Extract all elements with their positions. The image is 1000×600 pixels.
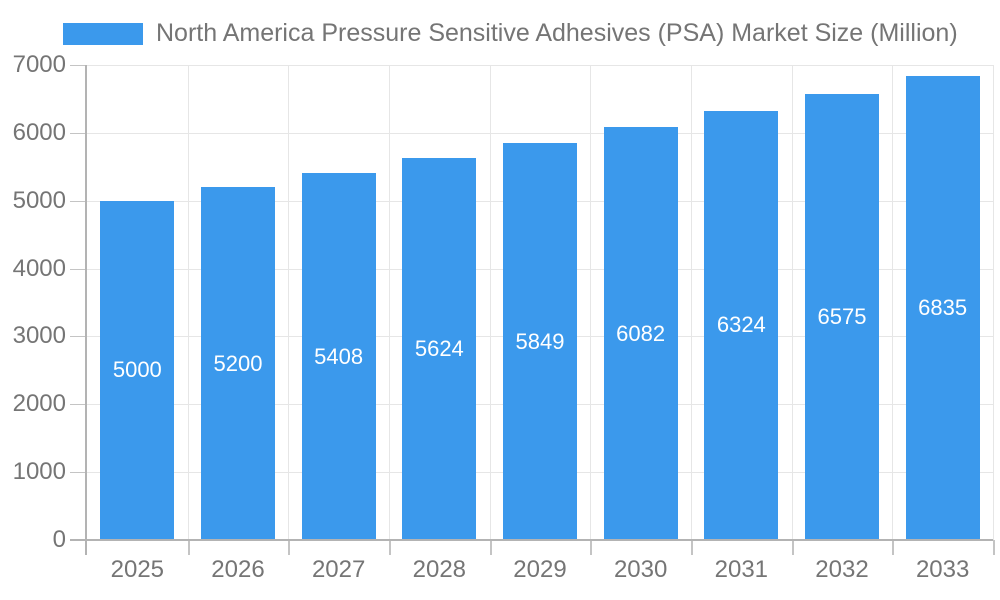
v-gridline: [791, 65, 793, 540]
y-tick-label: 7000: [12, 51, 66, 78]
legend-swatch: [63, 22, 143, 45]
y-tick-label: 3000: [12, 322, 66, 350]
x-tick-label: 2026: [211, 556, 265, 583]
v-gridline: [389, 65, 390, 540]
bar: [805, 93, 879, 540]
bar: [704, 110, 779, 540]
bar-value-label: 6835: [918, 295, 968, 321]
v-gridline: [187, 65, 189, 540]
bar: [201, 187, 275, 540]
bar: [503, 143, 577, 540]
y-tick: [70, 404, 85, 406]
x-tick: [993, 540, 995, 555]
chart-title: North America Pressure Sensitive Adhesiv…: [156, 19, 958, 47]
bar: [301, 173, 376, 540]
v-gridline: [590, 65, 592, 540]
bar-value-label: 5849: [515, 328, 565, 354]
x-tick: [489, 540, 492, 555]
bar-value-label: 6575: [817, 303, 867, 329]
x-tick: [389, 540, 391, 555]
x-axis-line: [70, 539, 993, 541]
bar-value-label: 5200: [213, 350, 263, 376]
bar-value-label: 5624: [414, 336, 464, 362]
h-gridline: [87, 132, 993, 134]
bar: [402, 158, 477, 540]
x-tick-label: 2028: [412, 556, 467, 583]
y-tick: [70, 200, 85, 202]
x-tick: [187, 540, 190, 555]
x-tick: [691, 540, 693, 555]
y-tick: [70, 132, 85, 134]
y-tick-label: 4000: [12, 254, 66, 282]
y-axis-line: [85, 65, 87, 555]
y-tick: [70, 268, 85, 270]
bar: [905, 76, 980, 540]
x-tick: [288, 540, 291, 555]
y-tick: [70, 65, 85, 66]
h-gridline: [87, 65, 993, 66]
x-tick: [590, 540, 593, 555]
x-tick-label: 2027: [311, 556, 366, 583]
y-tick: [70, 336, 85, 338]
bar-value-label: 6324: [716, 312, 766, 338]
x-tick-label: 2031: [714, 556, 769, 583]
v-gridline: [993, 65, 994, 540]
x-tick-label: 2032: [815, 556, 869, 583]
bar-value-label: 6082: [616, 320, 666, 346]
x-tick: [892, 540, 895, 555]
v-gridline: [288, 65, 290, 540]
x-tick-label: 2033: [915, 556, 970, 583]
v-gridline: [691, 65, 692, 540]
bar: [603, 127, 678, 540]
v-gridline: [892, 65, 894, 540]
x-tick-label: 2030: [613, 556, 668, 583]
y-tick-label: 5000: [12, 186, 66, 214]
x-tick: [791, 540, 794, 555]
x-tick-label: 2025: [110, 556, 165, 583]
bar-value-label: 5000: [112, 357, 162, 383]
bar-value-label: 5408: [314, 343, 364, 369]
bar: [100, 200, 175, 540]
y-tick-label: 0: [52, 526, 66, 553]
y-tick-label: 2000: [12, 390, 66, 418]
y-tick: [70, 472, 85, 474]
x-tick-label: 2029: [513, 556, 567, 583]
y-tick-label: 1000: [12, 458, 66, 486]
y-tick-label: 6000: [12, 118, 66, 146]
legend: North America Pressure Sensitive Adhesiv…: [63, 19, 958, 48]
v-gridline: [489, 65, 491, 540]
